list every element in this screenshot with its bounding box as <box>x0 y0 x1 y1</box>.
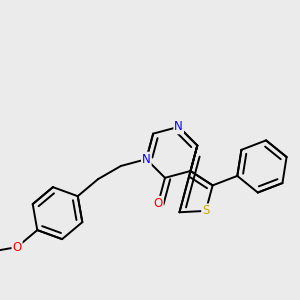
Text: S: S <box>202 204 209 218</box>
Text: N: N <box>174 120 183 133</box>
Text: O: O <box>154 197 163 210</box>
Text: O: O <box>12 241 22 254</box>
Text: N: N <box>142 153 151 166</box>
